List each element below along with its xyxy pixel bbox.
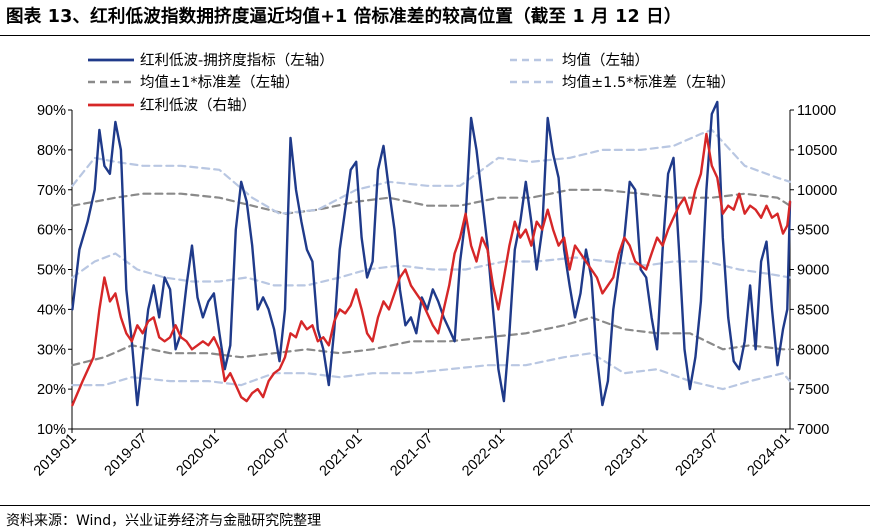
- x-tick-label: 2022-07: [530, 431, 579, 480]
- series-line-0: [71, 100, 792, 407]
- left-tick-label: 30%: [37, 342, 66, 358]
- right-tick-label: 8500: [797, 302, 829, 318]
- legend: 红利低波-拥挤度指标（左轴） 均值（左轴） 均值±1*标准差（左轴） 均值±1.5*标…: [88, 52, 735, 114]
- line-chart: 10% 20% 30% 40% 50% 60% 70% 80% 90% 7000 7500 8000 8…: [31, 52, 837, 480]
- left-tick-label: 50%: [37, 263, 66, 279]
- left-tick-label: 10%: [37, 422, 66, 438]
- x-tick-label: 2020-01: [174, 431, 223, 480]
- series-line-5: [71, 352, 792, 391]
- series-line-6: [71, 132, 792, 407]
- left-tick-label: 60%: [37, 223, 66, 239]
- left-tick-label: 70%: [37, 183, 66, 199]
- right-tick-label: 9000: [797, 263, 829, 279]
- left-tick-label: 20%: [37, 382, 66, 398]
- legend-label-1: 均值（左轴）: [562, 52, 649, 69]
- chart-title: 图表 13、红利低波指数拥挤度逼近均值+1 倍标准差的较高位置（截至 1 月 1…: [6, 7, 682, 27]
- series-line-3: [71, 316, 792, 367]
- legend-label-3: 均值±1.5*标准差（左轴）: [562, 74, 735, 91]
- right-tick-label: 9500: [797, 223, 829, 239]
- right-tick-label: 10000: [797, 183, 837, 199]
- x-tick-label: 2022-01: [459, 431, 508, 480]
- legend-label-0: 红利低波-拥挤度指标（左轴）: [140, 52, 334, 69]
- series-line-1: [71, 252, 792, 287]
- series-line-2: [71, 188, 792, 215]
- x-tick-label: 2020-07: [245, 431, 294, 480]
- legend-label-2: 均值±1*标准差（左轴）: [140, 74, 299, 91]
- series-lines: [71, 100, 792, 407]
- x-tick-label: 2024-01: [745, 431, 794, 480]
- x-tick-label: 2019-07: [102, 431, 151, 480]
- title-divider: [0, 35, 870, 36]
- left-tick-label: 90%: [37, 103, 66, 119]
- right-tick-label: 7500: [797, 382, 829, 398]
- series-line-4: [71, 128, 792, 215]
- right-tick-label: 7000: [797, 422, 829, 438]
- legend-label-4: 红利低波（右轴）: [140, 97, 256, 114]
- left-tick-label: 80%: [37, 143, 66, 159]
- left-tick-label: 40%: [37, 302, 66, 318]
- right-tick-label: 8000: [797, 342, 829, 358]
- source-divider: [0, 505, 870, 506]
- x-tick-label: 2021-01: [317, 431, 366, 480]
- x-tick-label: 2023-01: [602, 431, 651, 480]
- x-tick-label: 2023-07: [673, 431, 722, 480]
- right-tick-label: 10500: [797, 143, 837, 159]
- source-note: 资料来源：Wind，兴业证券经济与金融研究院整理: [6, 513, 322, 529]
- x-tick-label: 2021-07: [387, 431, 436, 480]
- right-tick-label: 11000: [797, 103, 836, 119]
